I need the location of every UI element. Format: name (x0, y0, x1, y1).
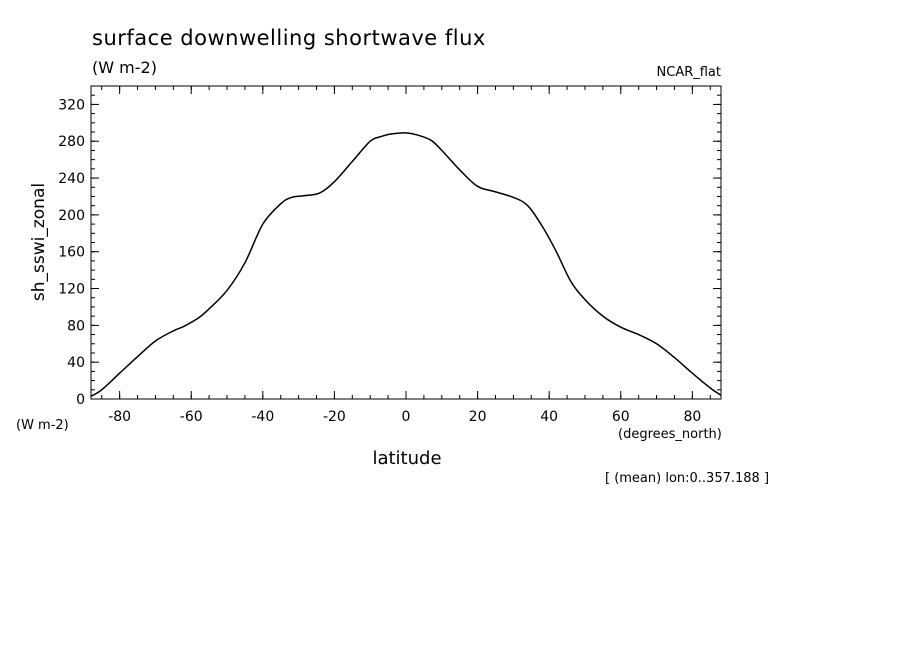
x-tick-label: -60 (180, 409, 203, 425)
y-axis-label: sh_sswi_zonal (29, 183, 49, 301)
x-tick-label: -40 (251, 409, 274, 425)
x-tick-label: 0 (402, 409, 411, 425)
y-tick-label: 320 (58, 97, 85, 113)
series-line (90, 132, 722, 397)
x-axis-units: (degrees_north) (618, 427, 722, 442)
x-tick-label: 40 (540, 409, 558, 425)
x-axis-label: latitude (372, 448, 441, 469)
footnote: [ (mean) lon:0..357.188 ] (605, 471, 769, 486)
x-tick-label: -80 (108, 409, 131, 425)
y-tick-label: 240 (58, 171, 85, 187)
series-group (90, 132, 722, 397)
y-tick-label: 160 (58, 245, 85, 261)
x-tick-label: 80 (683, 409, 701, 425)
y-tick-label: 80 (67, 318, 85, 334)
axis-tick-labels: -80 -60 -40 -20 0 20 40 60 80 0 40 80 120 160 200 240 28… (58, 97, 701, 425)
y-tick-label: 120 (58, 282, 85, 298)
y-tick-label: 0 (76, 392, 85, 408)
x-tick-label: 20 (469, 409, 487, 425)
dataset-label: NCAR_flat (657, 65, 721, 80)
chart-subtitle: (W m-2) (92, 58, 157, 77)
x-tick-label: -20 (323, 409, 346, 425)
y-tick-label: 280 (58, 134, 85, 150)
y-tick-label: 40 (67, 355, 85, 371)
y-axis-units: (W m-2) (16, 418, 69, 433)
x-tick-label: 60 (612, 409, 630, 425)
axis-ticks (91, 85, 721, 400)
y-tick-label: 200 (58, 208, 85, 224)
chart-title: surface downwelling shortwave flux (92, 26, 486, 50)
